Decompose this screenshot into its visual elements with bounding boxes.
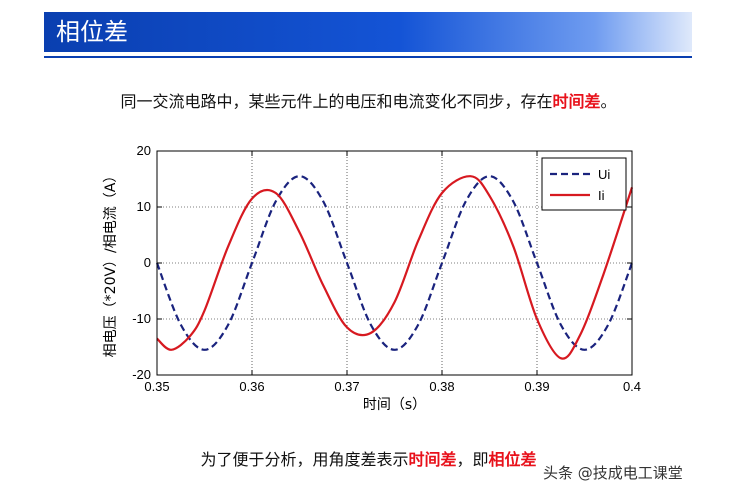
- y-tick-label: -20: [132, 367, 151, 382]
- x-tick-label: 0.39: [524, 379, 549, 394]
- x-tick-label: 0.4: [623, 379, 641, 394]
- footer-highlight-phase: 相位差: [488, 450, 537, 469]
- title-bar: 相位差: [44, 12, 692, 52]
- y-tick-label: 0: [144, 255, 151, 270]
- footer-highlight-time: 时间差: [408, 450, 457, 469]
- x-axis-label: 时间（s）: [363, 397, 426, 413]
- watermark: 头条 @技成电工课堂: [543, 464, 683, 482]
- x-tick-label: 0.38: [429, 379, 454, 394]
- y-tick-label: -10: [132, 311, 151, 326]
- intro-end: 。: [600, 92, 617, 111]
- intro-highlight: 时间差: [552, 92, 601, 111]
- legend-label-ui: Ui: [598, 167, 610, 182]
- legend-box: [541, 157, 627, 211]
- title-underline: [44, 56, 692, 58]
- footer-part2: ，即: [456, 450, 489, 469]
- series-line-ui: [155, 175, 634, 351]
- y-tick-label: 20: [137, 143, 151, 158]
- legend-label-ii: Ii: [598, 188, 605, 203]
- footer-part1: 为了便于分析，用角度差表示: [200, 450, 409, 469]
- intro-sentence: 同一交流电路中，某些元件上的电压和电流变化不同步，存在: [120, 92, 553, 111]
- x-tick-label: 0.36: [239, 379, 264, 394]
- series-line-ii: [156, 175, 634, 360]
- x-tick-label: 0.37: [334, 379, 359, 394]
- y-tick-label: 10: [137, 199, 151, 214]
- footer-text: 为了便于分析，用角度差表示时间差，即相位差: [0, 446, 737, 470]
- x-tick-label: 0.35: [144, 379, 169, 394]
- intro-text: 同一交流电路中，某些元件上的电压和电流变化不同步，存在时间差。: [0, 88, 737, 112]
- y-axis-label: 相电压（*20V）/相电流（A）: [103, 169, 119, 358]
- page-title: 相位差: [56, 18, 128, 46]
